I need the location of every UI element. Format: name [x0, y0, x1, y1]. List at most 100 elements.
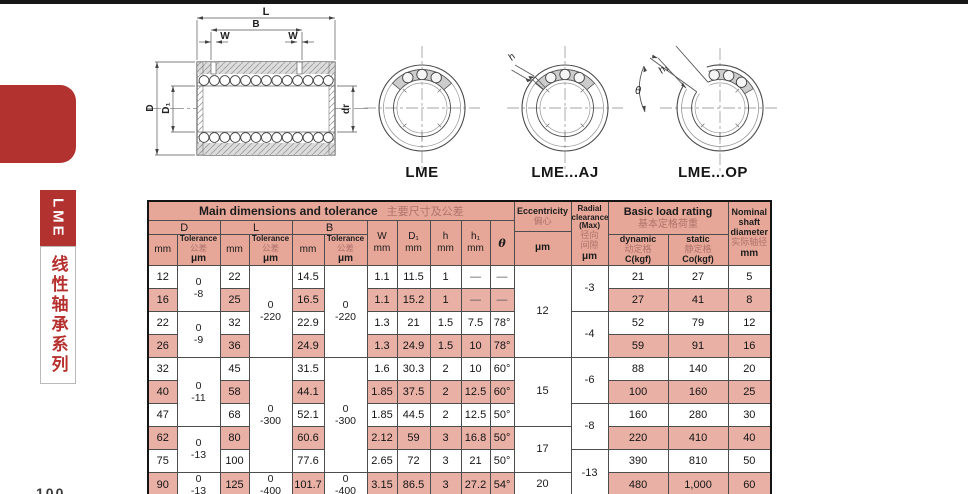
cell-b: 77.6 — [291, 448, 325, 473]
cell-b: 60.6 — [291, 425, 325, 450]
col-nominal-shaft: Nominal shaft diameter 实际轴径 mm — [727, 200, 772, 266]
table-row: 26 36 24.9 1.3 24.9 1.5 10 78° 59 91 16 — [147, 333, 772, 358]
cell-radial: -4 — [570, 310, 609, 358]
cell-dynamic: 480 — [607, 471, 669, 494]
cell-d-tol: 0 -9 — [176, 310, 221, 358]
cell-static: 27 — [667, 264, 729, 289]
cell-d1: 86.5 — [396, 471, 431, 494]
col-group-d: D — [147, 220, 221, 235]
cell-h: 3 — [429, 425, 462, 450]
cell-theta: 50° — [489, 402, 515, 427]
cell-radial: -8 — [570, 402, 609, 450]
cell-d1: 11.5 — [396, 264, 431, 289]
dim-label-b: B — [252, 19, 259, 30]
cross-section-drawing: L B W W D D₁ dr — [145, 6, 368, 156]
cell-w: 1.1 — [366, 264, 398, 289]
table-row: 62 0 -13 80 60.6 2.12 59 3 16.8 50° 17 22… — [147, 425, 772, 473]
cell-h: 3 — [429, 448, 462, 473]
cell-d-tol: 0 -13 — [176, 425, 221, 473]
col-h1: h₁ mm — [460, 220, 491, 266]
table-row: 32 0 -11 45 0 -300 31.5 0 -300 1.6 30.3 2 1… — [147, 356, 772, 473]
cell-dynamic: 100 — [607, 379, 669, 404]
ring-diagram-lme-op: θ h₁ — [635, 45, 780, 172]
ring-diagram-lme — [364, 46, 480, 170]
cell-theta: 50° — [489, 448, 515, 473]
cell-l: 32 — [219, 310, 250, 335]
cell-shaft: 8 — [727, 287, 772, 312]
variant-label-lme-aj: LME...AJ — [531, 164, 599, 181]
cell-h1: 16.8 — [460, 425, 491, 450]
cell-l: 36 — [219, 333, 250, 358]
col-d-tolerance: Tolerance 公差 μm — [176, 234, 221, 266]
cell-b-tol: 0 -300 — [323, 356, 368, 473]
cell-radial: -3 — [570, 264, 609, 312]
cell-d: 16 — [147, 287, 178, 312]
cell-w: 3.15 — [366, 471, 398, 494]
table-row: 40 58 44.1 1.85 37.5 2 12.5 60° 100 160 … — [147, 379, 772, 404]
cell-h1: 12.5 — [460, 402, 491, 427]
cell-h: 2 — [429, 379, 462, 404]
cell-l: 80 — [219, 425, 250, 450]
cell-h: 1.5 — [429, 333, 462, 358]
cell-static: 280 — [667, 402, 729, 427]
cell-static: 160 — [667, 379, 729, 404]
cell-theta: — — [489, 264, 515, 289]
dim-label-l: L — [263, 6, 270, 18]
cell-radial: -6 — [570, 356, 609, 404]
table-row: 47 68 52.1 1.85 44.5 2 12.5 50° -8 160 2… — [147, 402, 772, 450]
dim-label-d: D — [145, 104, 156, 111]
cell-eccentricity: 17 — [513, 425, 572, 473]
cell-d1: 24.9 — [396, 333, 431, 358]
cell-w: 1.6 — [366, 356, 398, 381]
table-row: 16 25 16.5 1.1 15.2 1 — — 27 41 8 — [147, 287, 772, 312]
cell-b-tol: 0 -400 — [323, 471, 368, 494]
cell-static: 1,000 — [667, 471, 729, 494]
dim-label-h: h — [506, 51, 518, 63]
cell-b-tol: 0 -220 — [323, 264, 368, 358]
cell-dynamic: 390 — [607, 448, 669, 473]
dim-label-d1: D₁ — [161, 102, 172, 113]
cell-theta: 60° — [489, 379, 515, 404]
cell-w: 1.1 — [366, 287, 398, 312]
cell-static: 91 — [667, 333, 729, 358]
sidebar-series-name: 线性轴承系列 — [40, 246, 76, 384]
cell-h: 1 — [429, 264, 462, 289]
cell-radial: -13 — [570, 448, 609, 494]
cell-theta: 78° — [489, 333, 515, 358]
cell-theta: — — [489, 287, 515, 312]
col-eccentricity: Eccentricity 偏心 μm — [513, 200, 572, 266]
cell-d1: 37.5 — [396, 379, 431, 404]
cell-h1: — — [460, 264, 491, 289]
cell-h: 1.5 — [429, 310, 462, 335]
cell-eccentricity: 12 — [513, 264, 572, 358]
cell-dynamic: 59 — [607, 333, 669, 358]
cell-l: 58 — [219, 379, 250, 404]
cell-l-tol: 0 -400 — [248, 471, 293, 494]
cell-b: 24.9 — [291, 333, 325, 358]
cell-l: 100 — [219, 448, 250, 473]
cell-d: 12 — [147, 264, 178, 289]
cell-dynamic: 160 — [607, 402, 669, 427]
col-d1: D₁ mm — [396, 220, 431, 266]
cell-l-tol: 0 -220 — [248, 264, 293, 358]
cell-shaft: 50 — [727, 448, 772, 473]
cell-shaft: 5 — [727, 264, 772, 289]
cell-theta: 60° — [489, 356, 515, 381]
cell-d1: 59 — [396, 425, 431, 450]
cell-dynamic: 52 — [607, 310, 669, 335]
cell-l: 45 — [219, 356, 250, 381]
top-black-bar — [0, 0, 968, 4]
cell-w: 1.85 — [366, 379, 398, 404]
cell-d: 62 — [147, 425, 178, 450]
sidebar-series-tab: LME — [40, 190, 76, 246]
col-l-tolerance: Tolerance 公差 μm — [248, 234, 293, 266]
col-basic-load-rating: Basic load rating 基本定格荷重 — [607, 200, 729, 235]
cell-w: 1.85 — [366, 402, 398, 427]
cell-h1: 21 — [460, 448, 491, 473]
cell-shaft: 30 — [727, 402, 772, 427]
cell-d1: 30.3 — [396, 356, 431, 381]
cell-b: 16.5 — [291, 287, 325, 312]
col-theta: θ — [489, 220, 515, 266]
cell-static: 810 — [667, 448, 729, 473]
